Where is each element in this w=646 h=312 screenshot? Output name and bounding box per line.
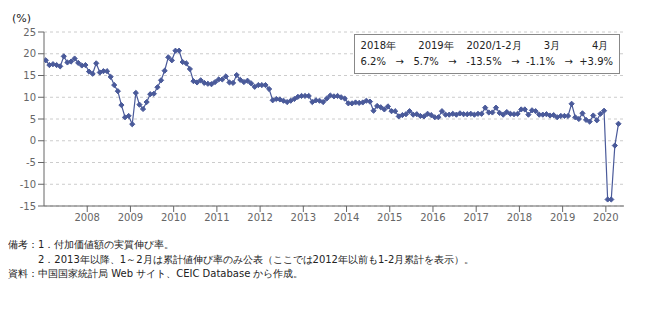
svg-text:20: 20 (23, 48, 36, 59)
svg-text:2017: 2017 (463, 212, 488, 223)
svg-text:0: 0 (30, 135, 36, 146)
svg-text:-10: -10 (20, 179, 36, 190)
svg-text:5: 5 (30, 114, 36, 125)
svg-text:10: 10 (23, 92, 36, 103)
svg-text:2018: 2018 (507, 212, 532, 223)
html-text:2018年 2019年 2020/1-2月 3月 4月: 2018年 2019年 2020/1-2月 3月 4月 (360, 40, 609, 51)
svg-text:-5: -5 (26, 157, 36, 168)
svg-text:2010: 2010 (161, 212, 186, 223)
html-text:2．2013年以降、1～2月は累計値伸び率のみ公表（ここでは: 2．2013年以降、1～2月は累計値伸び率のみ公表（ここでは2012年以前も1-… (8, 253, 475, 265)
svg-text:2016: 2016 (420, 212, 445, 223)
svg-text:2014: 2014 (334, 212, 359, 223)
svg-text:25: 25 (23, 27, 36, 38)
svg-text:2015: 2015 (377, 212, 402, 223)
svg-text:2011: 2011 (204, 212, 229, 223)
svg-text:15: 15 (23, 70, 36, 81)
svg-text:2019: 2019 (550, 212, 575, 223)
svg-text:2013: 2013 (291, 212, 316, 223)
html-text:備考：1．付加価値額の実質伸び率。: 備考：1．付加価値額の実質伸び率。 (8, 239, 175, 250)
html-text:資料：中国国家統計局 Web サイト、CEIC Databa: 資料：中国国家統計局 Web サイト、CEIC Database から作成。 (8, 268, 304, 279)
svg-text:2008: 2008 (74, 212, 99, 223)
svg-text:2009: 2009 (118, 212, 143, 223)
svg-text:2020: 2020 (593, 212, 618, 223)
svg-text:-15: -15 (20, 201, 36, 212)
html-text:6.2% → 5.7% → -13.5% → -1.1% →: 6.2% → 5.7% → -13.5% → -1.1% → +3.9% (360, 56, 613, 67)
svg-text:2012: 2012 (247, 212, 272, 223)
